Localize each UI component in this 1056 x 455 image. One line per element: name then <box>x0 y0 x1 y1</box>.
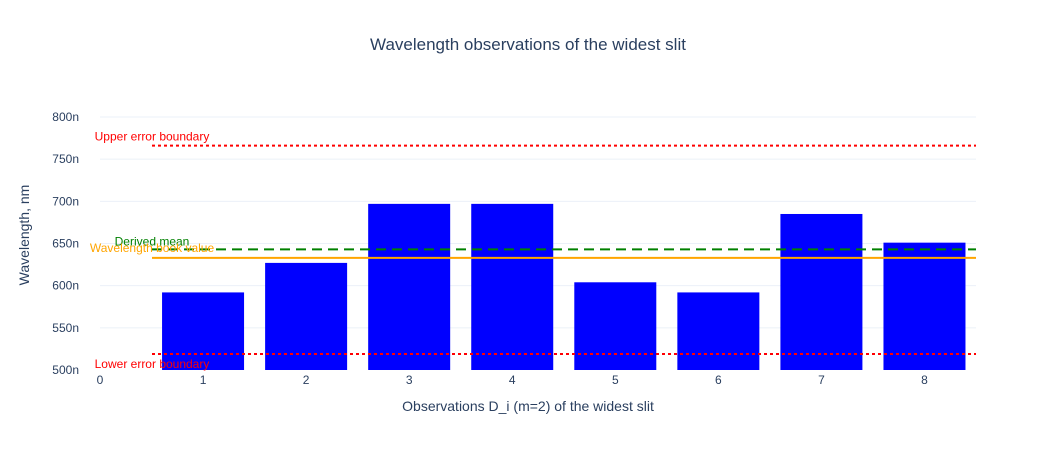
x-tick-label: 3 <box>406 373 413 387</box>
bar <box>162 292 245 370</box>
reference-line-label: Wavelength book value <box>90 241 215 255</box>
y-tick-label: 600n <box>52 279 79 293</box>
y-tick-label: 650n <box>52 237 79 251</box>
x-tick-label: 7 <box>818 373 825 387</box>
x-tick-label: 8 <box>921 373 928 387</box>
bar <box>368 203 451 370</box>
reference-line-label: Upper error boundary <box>95 130 210 144</box>
x-tick-label: 5 <box>612 373 619 387</box>
bar <box>574 282 657 370</box>
y-tick-label: 800n <box>52 110 79 124</box>
chart-title: Wavelength observations of the widest sl… <box>370 35 686 54</box>
x-tick-label: 6 <box>715 373 722 387</box>
reference-line-label: Lower error boundary <box>95 357 210 371</box>
x-tick-label: 0 <box>97 373 104 387</box>
y-tick-label: 750n <box>52 152 79 166</box>
y-tick-label: 550n <box>52 321 79 335</box>
y-tick-label: 700n <box>52 194 79 208</box>
x-tick-label: 2 <box>303 373 310 387</box>
bar <box>677 292 760 370</box>
x-tick-label: 4 <box>509 373 516 387</box>
bar <box>883 242 966 370</box>
bar <box>780 213 863 370</box>
reference-line-label: Derived mean <box>115 234 190 248</box>
y-axis-title: Wavelength, nm <box>16 185 32 286</box>
x-tick-label: 1 <box>200 373 207 387</box>
y-tick-label: 500n <box>52 363 79 377</box>
x-axis-title: Observations D_i (m=2) of the widest sli… <box>402 398 654 414</box>
bar <box>265 262 348 370</box>
bar <box>471 203 554 370</box>
